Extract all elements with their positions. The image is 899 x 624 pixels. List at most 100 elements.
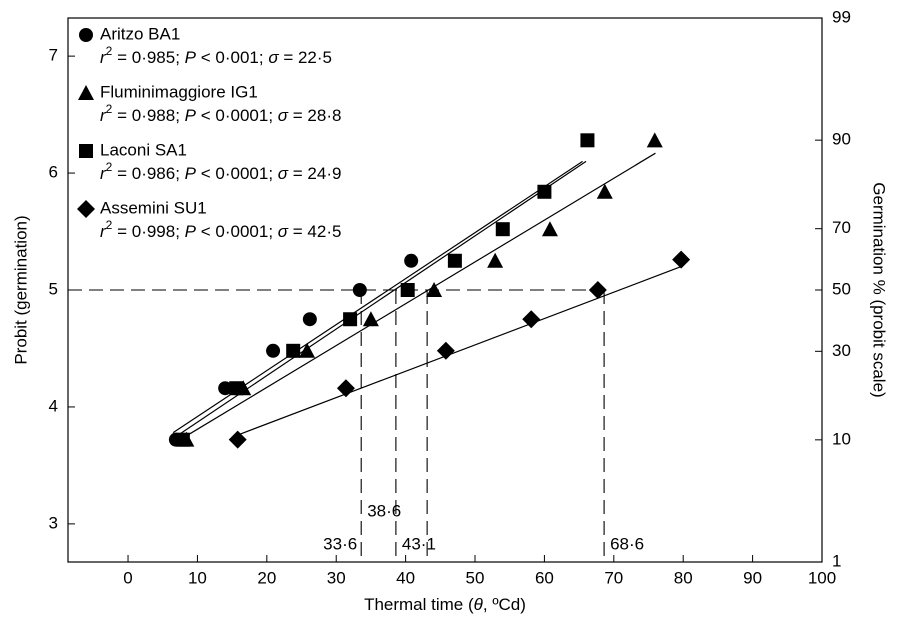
legend-stats-part: P bbox=[185, 222, 197, 241]
y2-tick-label: 70 bbox=[832, 218, 851, 237]
legend-stats-part: < 0·001; bbox=[196, 48, 268, 67]
legend-label: Assemini SU1 bbox=[100, 198, 207, 217]
legend-stats-part: P bbox=[185, 164, 197, 183]
data-point bbox=[175, 432, 190, 447]
y2-tick-label: 99 bbox=[832, 7, 851, 26]
data-point bbox=[302, 312, 317, 327]
legend-marker bbox=[79, 144, 93, 158]
legend-stats: r2 = 0·988; P < 0·0001; σ = 28·8 bbox=[100, 102, 341, 125]
y2-axis-title: Germination % (probit scale) bbox=[870, 182, 889, 397]
legend-stats-part: σ bbox=[268, 48, 279, 67]
legend-stats-part: 2 bbox=[106, 160, 113, 174]
x-tick-label: 60 bbox=[535, 568, 554, 587]
data-point bbox=[436, 341, 455, 360]
legend-stats-part: = 24·9 bbox=[288, 164, 341, 183]
x-tick-label: 0 bbox=[123, 568, 132, 587]
x-tick-label: 20 bbox=[257, 568, 276, 587]
reference-label: 43·1 bbox=[402, 534, 436, 553]
reference-label: 38·6 bbox=[367, 501, 401, 520]
data-point bbox=[266, 343, 281, 358]
legend-stats-part: r bbox=[100, 222, 107, 241]
x-tick-label: 90 bbox=[743, 568, 762, 587]
data-point bbox=[352, 283, 367, 297]
legend-stats: r2 = 0·998; P < 0·0001; σ = 42·5 bbox=[100, 218, 341, 241]
legend-stats-part: = 0·988; bbox=[112, 106, 184, 125]
legend-stats-part: 2 bbox=[106, 102, 113, 116]
x-axis-title-part: , ºCd) bbox=[483, 595, 526, 614]
data-point bbox=[541, 221, 558, 237]
legend-stats: r2 = 0·985; P < 0·001; σ = 22·5 bbox=[100, 44, 332, 67]
legend-stats: r2 = 0·986; P < 0·0001; σ = 24·9 bbox=[100, 160, 341, 183]
y-tick-label: 3 bbox=[49, 513, 58, 532]
y2-tick-label: 90 bbox=[832, 130, 851, 149]
data-point bbox=[218, 381, 233, 396]
y2-tick-label: 1 bbox=[832, 551, 841, 570]
data-point bbox=[522, 310, 541, 329]
legend-marker bbox=[79, 28, 93, 42]
data-point bbox=[596, 183, 613, 199]
legend-stats-part: r bbox=[100, 164, 107, 183]
legend-stats-part: σ bbox=[278, 106, 289, 125]
data-point bbox=[487, 252, 504, 268]
x-axis-title-part: Thermal time ( bbox=[364, 595, 474, 614]
data-point bbox=[447, 253, 462, 268]
data-point bbox=[343, 312, 358, 327]
data-point bbox=[580, 133, 595, 148]
fit-line bbox=[176, 160, 587, 437]
fit-line bbox=[179, 152, 656, 441]
legend-stats-part: 2 bbox=[106, 218, 113, 232]
legend-stats-part: < 0·0001; bbox=[196, 164, 278, 183]
legend-stats-part: 2 bbox=[106, 44, 113, 58]
x-tick-label: 100 bbox=[808, 568, 836, 587]
data-point bbox=[537, 184, 552, 199]
fit-line bbox=[237, 266, 682, 436]
x-tick-label: 10 bbox=[188, 568, 207, 587]
legend-stats-part: = 0·985; bbox=[112, 48, 184, 67]
reference-label: 33·6 bbox=[323, 534, 357, 553]
legend-marker bbox=[77, 200, 95, 218]
data-point bbox=[336, 379, 355, 398]
legend-label: Aritzo BA1 bbox=[100, 24, 180, 43]
legend-stats-part: = 42·5 bbox=[288, 222, 341, 241]
y2-tick-label: 30 bbox=[832, 341, 851, 360]
legend-stats-part: P bbox=[185, 48, 197, 67]
data-point bbox=[672, 250, 691, 269]
data-point bbox=[286, 343, 301, 358]
data-point bbox=[229, 381, 244, 396]
legend-label: Laconi SA1 bbox=[100, 140, 187, 159]
legend-stats-part: P bbox=[185, 106, 197, 125]
data-point bbox=[404, 253, 419, 268]
data-point bbox=[362, 311, 379, 327]
legend-stats-part: σ bbox=[278, 222, 289, 241]
x-axis-title: Thermal time (θ, ºCd) bbox=[364, 595, 526, 614]
y-tick-label: 5 bbox=[49, 279, 58, 298]
data-point bbox=[228, 430, 247, 449]
data-point bbox=[426, 282, 443, 297]
legend-marker bbox=[78, 85, 94, 100]
data-point bbox=[495, 222, 510, 237]
legend-stats-part: σ bbox=[278, 164, 289, 183]
legend-stats-part: r bbox=[100, 48, 107, 67]
y-tick-label: 6 bbox=[49, 163, 58, 182]
y-tick-label: 4 bbox=[49, 396, 58, 415]
data-point bbox=[400, 283, 415, 297]
y2-tick-label: 10 bbox=[832, 429, 851, 448]
legend-stats-part: = 22·5 bbox=[279, 48, 332, 67]
y-axis-title: Probit (germination) bbox=[11, 215, 30, 364]
y2-tick-label: 50 bbox=[832, 279, 851, 298]
legend-stats-part: < 0·0001; bbox=[196, 106, 278, 125]
legend-stats-part: = 0·998; bbox=[112, 222, 184, 241]
legend-stats-part: r bbox=[100, 106, 107, 125]
x-tick-label: 40 bbox=[396, 568, 415, 587]
y-tick-label: 7 bbox=[49, 46, 58, 65]
legend-stats-part: = 0·986; bbox=[112, 164, 184, 183]
x-tick-label: 50 bbox=[466, 568, 485, 587]
x-axis-title-part: θ bbox=[474, 595, 484, 614]
data-point bbox=[646, 132, 663, 148]
legend-stats-part: < 0·0001; bbox=[196, 222, 278, 241]
data-point bbox=[299, 342, 316, 358]
legend-label: Fluminimaggiore IG1 bbox=[100, 82, 258, 101]
x-tick-label: 30 bbox=[327, 568, 346, 587]
x-tick-label: 70 bbox=[604, 568, 623, 587]
